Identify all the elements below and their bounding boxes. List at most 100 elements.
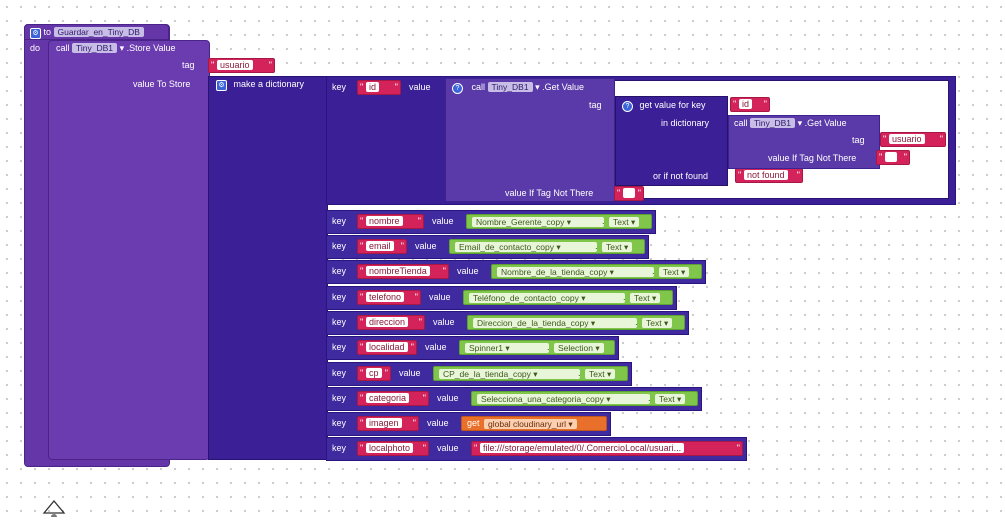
help-icon[interactable]: ?	[622, 101, 633, 112]
store-call-text: call Tiny_DB1 ▾ .Store Value	[56, 43, 175, 54]
gvfk-label: get value for key	[639, 100, 706, 110]
empty-string[interactable]: " "	[614, 186, 644, 201]
store-component[interactable]: Tiny_DB1	[72, 43, 118, 53]
string-value[interactable]: file:///storage/emulated/0/.ComercioLoca…	[480, 443, 685, 453]
key-value[interactable]: nombre	[366, 216, 403, 226]
key-string-localidad[interactable]: " localidad "	[357, 340, 417, 355]
property-name[interactable]: Text ▾	[655, 394, 686, 404]
get-label: get	[467, 418, 480, 428]
gvfk-key-value[interactable]: id	[739, 99, 753, 109]
deep-tag-value[interactable]: usuario	[889, 134, 925, 144]
value-label: value	[425, 342, 447, 352]
key-value[interactable]: imagen	[366, 418, 402, 428]
value-label: value	[427, 418, 449, 428]
property-name[interactable]: Text ▾	[630, 293, 661, 303]
key-string-nombreTienda[interactable]: " nombreTienda "	[357, 264, 449, 279]
key-string-telefono[interactable]: " telefono "	[357, 290, 421, 305]
getvalue-component[interactable]: Tiny_DB1	[487, 82, 533, 92]
component-name[interactable]: Email_de_contacto_copy ▾	[455, 242, 597, 252]
key-label: key	[332, 443, 347, 453]
component-getter-nombreTienda[interactable]: Nombre_de_la_tienda_copy ▾ . Text ▾	[491, 264, 702, 279]
key-label: key	[332, 368, 347, 378]
help-icon[interactable]: ?	[452, 83, 463, 94]
get-global-block[interactable]: get global cloudinary_url ▾	[461, 416, 607, 431]
value-label: value	[457, 266, 479, 276]
notfound-value[interactable]: not found	[744, 170, 788, 180]
key-string-cp[interactable]: " cp "	[357, 366, 391, 381]
make-dictionary-block[interactable]	[208, 76, 328, 460]
key-label: key	[332, 317, 347, 327]
get-value-for-key-block[interactable]	[615, 96, 728, 186]
key-label: key	[332, 266, 347, 276]
component-getter-localidad[interactable]: Spinner1 ▾ . Selection ▾	[459, 340, 615, 355]
component-name[interactable]: Spinner1 ▾	[465, 343, 549, 353]
key-value[interactable]: nombreTienda	[366, 266, 430, 276]
property-name[interactable]: Text ▾	[659, 267, 690, 277]
gvfk-key-string[interactable]: " id "	[730, 97, 770, 112]
component-name[interactable]: Direccion_de_la_tienda_copy ▾	[473, 318, 637, 328]
property-name[interactable]: Text ▾	[602, 242, 633, 252]
notfound-string[interactable]: " not found "	[735, 168, 803, 183]
component-name[interactable]: Nombre_de_la_tienda_copy ▾	[497, 267, 654, 277]
key-string-localphoto[interactable]: " localphoto "	[357, 441, 429, 456]
trash-icon[interactable]	[42, 497, 66, 522]
component-name[interactable]: CP_de_la_tienda_copy ▾	[439, 369, 580, 379]
key-string-categoria[interactable]: " categoria "	[357, 391, 429, 406]
key-string-direccion[interactable]: " direccion "	[357, 315, 425, 330]
deep-component[interactable]: Tiny_DB1	[750, 118, 796, 128]
property-name[interactable]: Text ▾	[609, 217, 640, 227]
component-getter-nombre[interactable]: Nombre_Gerente_copy ▾ . Text ▾	[466, 214, 652, 229]
store-value-block[interactable]	[48, 40, 210, 460]
key-string-imagen[interactable]: " imagen "	[357, 416, 419, 431]
key-value[interactable]: categoria	[366, 393, 410, 403]
dot: .	[595, 241, 598, 251]
dot: .	[635, 317, 638, 327]
key-string-id[interactable]: " id "	[357, 80, 401, 95]
string-localphoto[interactable]: " file:///storage/emulated/0/.ComercioLoc…	[471, 441, 743, 456]
global-name[interactable]: global cloudinary_url ▾	[484, 419, 577, 429]
getvalue-iftag-label: value If Tag Not There	[505, 188, 594, 198]
value-to-store-label: value To Store	[133, 79, 191, 89]
key-string-nombre[interactable]: " nombre "	[357, 214, 424, 229]
key-value[interactable]: direccion	[366, 317, 409, 327]
key-value[interactable]: localphoto	[366, 443, 414, 453]
component-name[interactable]: Nombre_Gerente_copy ▾	[472, 217, 604, 227]
value-label: value	[437, 443, 459, 453]
deep-tag-string[interactable]: " usuario "	[880, 132, 946, 147]
key-label: key	[332, 292, 347, 302]
property-name[interactable]: Selection ▾	[554, 343, 604, 353]
store-caret: ▾	[119, 43, 125, 53]
tag-string[interactable]: " usuario "	[208, 58, 275, 73]
component-name[interactable]: Selecciona_una_categoria_copy ▾	[477, 394, 650, 404]
component-getter-cp[interactable]: CP_de_la_tienda_copy ▾ . Text ▾	[433, 366, 628, 381]
component-getter-direccion[interactable]: Direccion_de_la_tienda_copy ▾ . Text ▾	[467, 315, 685, 330]
key-label: key	[332, 393, 347, 403]
component-getter-email[interactable]: Email_de_contacto_copy ▾ . Text ▾	[449, 239, 645, 254]
property-name[interactable]: Text ▾	[585, 369, 616, 379]
key-value[interactable]: id	[366, 82, 380, 92]
key-value[interactable]: telefono	[366, 292, 405, 302]
dot: .	[547, 342, 550, 352]
key-string-email[interactable]: " email "	[357, 239, 407, 254]
component-name[interactable]: Teléfono_de_contacto_copy ▾	[469, 293, 625, 303]
dot: .	[623, 292, 626, 302]
key-value[interactable]: cp	[366, 368, 382, 378]
getvalue-block[interactable]	[445, 78, 615, 202]
procedure-name[interactable]: Guardar_en_Tiny_DB	[53, 27, 144, 37]
to-label: to	[43, 27, 52, 37]
key-value[interactable]: email	[366, 241, 394, 251]
component-getter-categoria[interactable]: Selecciona_una_categoria_copy ▾ . Text ▾	[471, 391, 698, 406]
gear-icon[interactable]: ⚙	[30, 28, 41, 39]
tag-value[interactable]: usuario	[217, 60, 253, 70]
empty-value[interactable]	[623, 188, 635, 198]
caret: ▾	[535, 82, 540, 92]
component-getter-telefono[interactable]: Teléfono_de_contacto_copy ▾ . Text ▾	[463, 290, 673, 305]
gear-icon[interactable]: ⚙	[216, 80, 227, 91]
key-value[interactable]: localidad	[366, 342, 408, 352]
key-label: key	[332, 216, 347, 226]
deep-empty-string[interactable]: " "	[876, 150, 910, 165]
key-label: key	[332, 82, 347, 92]
property-name[interactable]: Text ▾	[642, 318, 673, 328]
key-label: key	[332, 418, 347, 428]
deep-empty-value[interactable]	[885, 152, 897, 162]
